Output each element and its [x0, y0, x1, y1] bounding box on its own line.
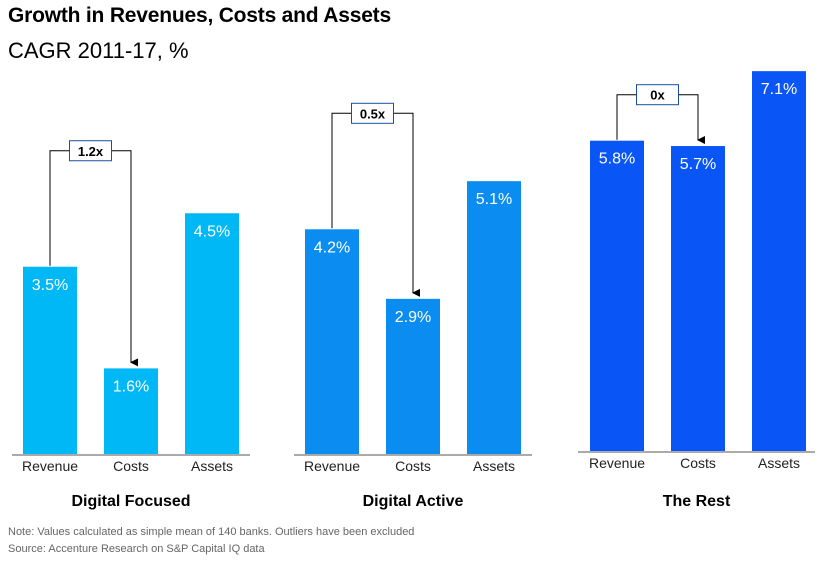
tick-label: Costs: [395, 458, 431, 474]
tick-label: Costs: [680, 455, 716, 471]
ratio-badge: [351, 102, 394, 124]
ratio-label: 0.5x: [360, 106, 386, 121]
chart-subtitle: CAGR 2011-17, %: [8, 38, 189, 63]
ratio-badge: [636, 84, 679, 106]
bar-revenue: [590, 140, 644, 451]
bar-costs: [386, 298, 440, 454]
tick-label: Assets: [191, 458, 233, 474]
bar-assets: [185, 213, 239, 454]
bar-revenue: [305, 229, 359, 454]
panel-title: The Rest: [663, 493, 731, 510]
bar-costs: [671, 146, 725, 452]
bar-revenue: [23, 266, 77, 454]
data-label: 4.2%: [314, 239, 350, 256]
ratio-badge: [69, 140, 112, 162]
chart-title: Growth in Revenues, Costs and Assets: [8, 4, 391, 27]
data-label: 5.7%: [680, 156, 716, 173]
data-label: 3.5%: [32, 277, 68, 294]
panel-title: Digital Focused: [71, 493, 190, 510]
data-label: 5.1%: [476, 191, 512, 208]
footnote: Note: Values calculated as simple mean o…: [8, 526, 415, 538]
tick-label: Assets: [473, 458, 515, 474]
tick-label: Assets: [758, 455, 800, 471]
tick-label: Revenue: [589, 455, 645, 471]
source-note: Source: Accenture Research on S&P Capita…: [8, 543, 265, 555]
tick-label: Revenue: [22, 458, 78, 474]
data-label: 1.6%: [113, 378, 149, 395]
tick-label: Revenue: [304, 458, 360, 474]
ratio-label: 1.2x: [78, 144, 104, 159]
bar-assets: [467, 181, 521, 454]
panel-title: Digital Active: [363, 493, 464, 510]
data-label: 5.8%: [599, 151, 635, 168]
bar-assets: [752, 71, 806, 452]
data-label: 2.9%: [395, 309, 431, 326]
bar-costs: [104, 368, 158, 454]
data-label: 7.1%: [761, 81, 797, 98]
data-label: 4.5%: [194, 223, 230, 240]
tick-label: Costs: [113, 458, 149, 474]
ratio-label: 0x: [650, 88, 665, 103]
